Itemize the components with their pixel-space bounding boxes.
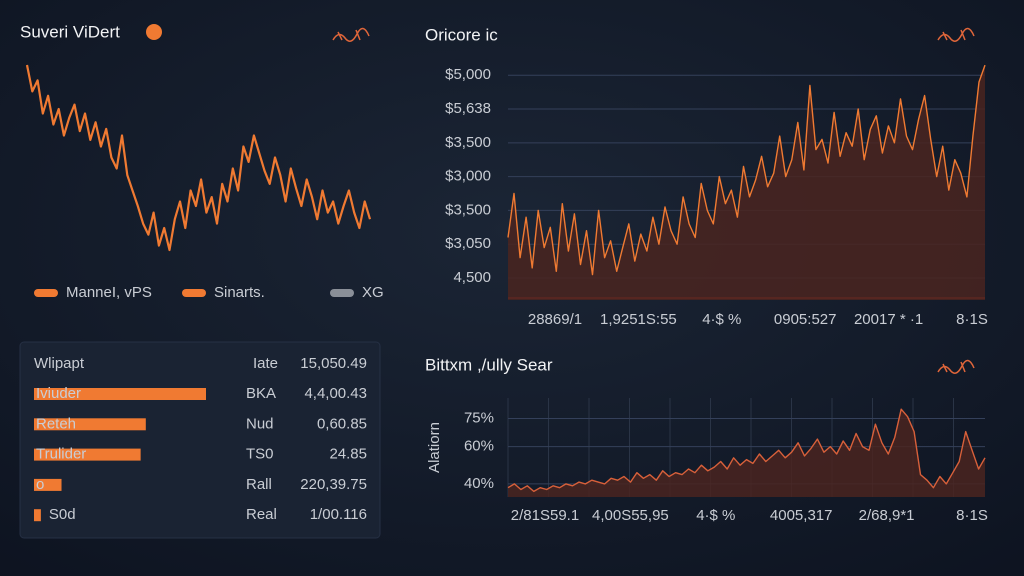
row-value: 4,4,00.43	[304, 385, 367, 402]
x-tick-label: 4·$ %	[696, 507, 735, 524]
y-tick-label: $3,500	[445, 201, 491, 218]
row-col: Real	[246, 506, 277, 523]
row-label: S0d	[49, 506, 76, 523]
y-axis-label: Alatiorn	[426, 422, 443, 473]
x-tick-label: 0905:527	[774, 311, 837, 328]
corner-icon	[937, 27, 975, 42]
x-tick-label: 2/81S59.1	[511, 507, 579, 524]
row-col: Nud	[246, 415, 274, 432]
chart-title: Suveri ViDert	[20, 22, 120, 41]
x-tick-label: 20017 * ·1	[854, 311, 923, 328]
x-tick-label: 2/68,9*1	[859, 507, 915, 524]
y-tick-label: 60%	[464, 438, 494, 455]
row-label: Iviuder	[36, 385, 81, 402]
legend-swatch	[34, 289, 58, 297]
row-label: o	[36, 476, 44, 493]
coin-icon	[146, 24, 162, 40]
chart-title: Oricore ic	[425, 25, 498, 44]
legend-swatch	[330, 289, 354, 297]
table-bar	[34, 509, 41, 522]
table-header: Iate	[253, 355, 278, 372]
y-tick-label: 40%	[464, 475, 494, 492]
y-tick-label: $3,500	[445, 134, 491, 151]
x-tick-label: 1,9251S:55	[600, 311, 677, 328]
table-bar	[34, 388, 206, 400]
corner-icons	[332, 27, 975, 374]
legend-swatch	[182, 289, 206, 297]
corner-icon	[937, 359, 975, 374]
x-tick-label: 8·1S	[956, 507, 988, 524]
row-value: 220,39.75	[300, 476, 367, 493]
x-tick-label: 4·$ %	[702, 311, 741, 328]
legend-label: XG	[362, 284, 384, 301]
table-bar	[34, 478, 62, 491]
table-bar	[34, 418, 146, 431]
corner-icon	[332, 27, 370, 42]
row-label: Trulider	[36, 446, 86, 463]
line	[507, 64, 986, 276]
x-tick-label: 8·1S	[956, 311, 988, 328]
legend-label: Sinarts.	[214, 284, 265, 301]
x-tick-label: 4005,317	[770, 507, 833, 524]
y-tick-label: $3,000	[445, 168, 491, 185]
x-tick-label: 4,00S55,95	[592, 507, 669, 524]
legend-label: ManneI, vPS	[66, 284, 152, 301]
row-value: 0,60.85	[317, 415, 367, 432]
y-tick-label: $5,000	[445, 66, 491, 83]
row-label: Reteh	[36, 415, 76, 432]
x-tick-label: 28869/1	[528, 311, 582, 328]
row-col: Rall	[246, 476, 272, 493]
line	[507, 408, 986, 493]
y-tick-label: 75%	[464, 410, 494, 427]
table-header: Wlipapt	[34, 355, 85, 372]
row-col: BKA	[246, 385, 276, 402]
row-col: TS0	[246, 446, 274, 463]
area	[508, 409, 985, 497]
y-tick-label: $5,638	[445, 100, 491, 117]
chart-title: Bittxm ,/ully Sear	[425, 355, 553, 374]
table-header: 15,050.49	[300, 355, 367, 372]
y-tick-label: 4,500	[453, 269, 491, 286]
row-value: 1/00.116	[310, 506, 367, 523]
row-value: 24.85	[329, 446, 367, 463]
line	[25, 64, 372, 252]
y-tick-label: $3,050	[445, 235, 491, 252]
table-bar	[34, 448, 141, 461]
